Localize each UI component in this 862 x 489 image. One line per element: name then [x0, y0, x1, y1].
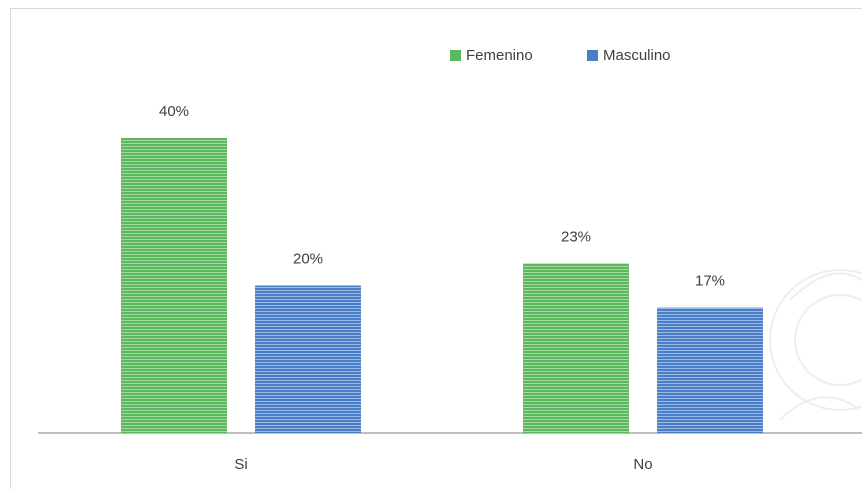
chart-border: [10, 8, 862, 489]
bar: [657, 307, 763, 433]
bar: [121, 138, 227, 433]
value-label: 40%: [159, 103, 189, 120]
value-label: 20%: [293, 250, 323, 267]
background-ornament: [769, 269, 862, 421]
bar: [523, 263, 629, 433]
legend-label: Masculino: [603, 47, 671, 64]
legend-swatch: [587, 50, 598, 61]
legend-swatch: [450, 50, 461, 61]
legend-label: Femenino: [466, 47, 533, 64]
x-tick-label: Si: [234, 456, 247, 473]
value-label: 23%: [561, 228, 591, 245]
bar: [255, 285, 361, 433]
x-tick-label: No: [633, 456, 652, 473]
value-label: 17%: [695, 273, 725, 290]
